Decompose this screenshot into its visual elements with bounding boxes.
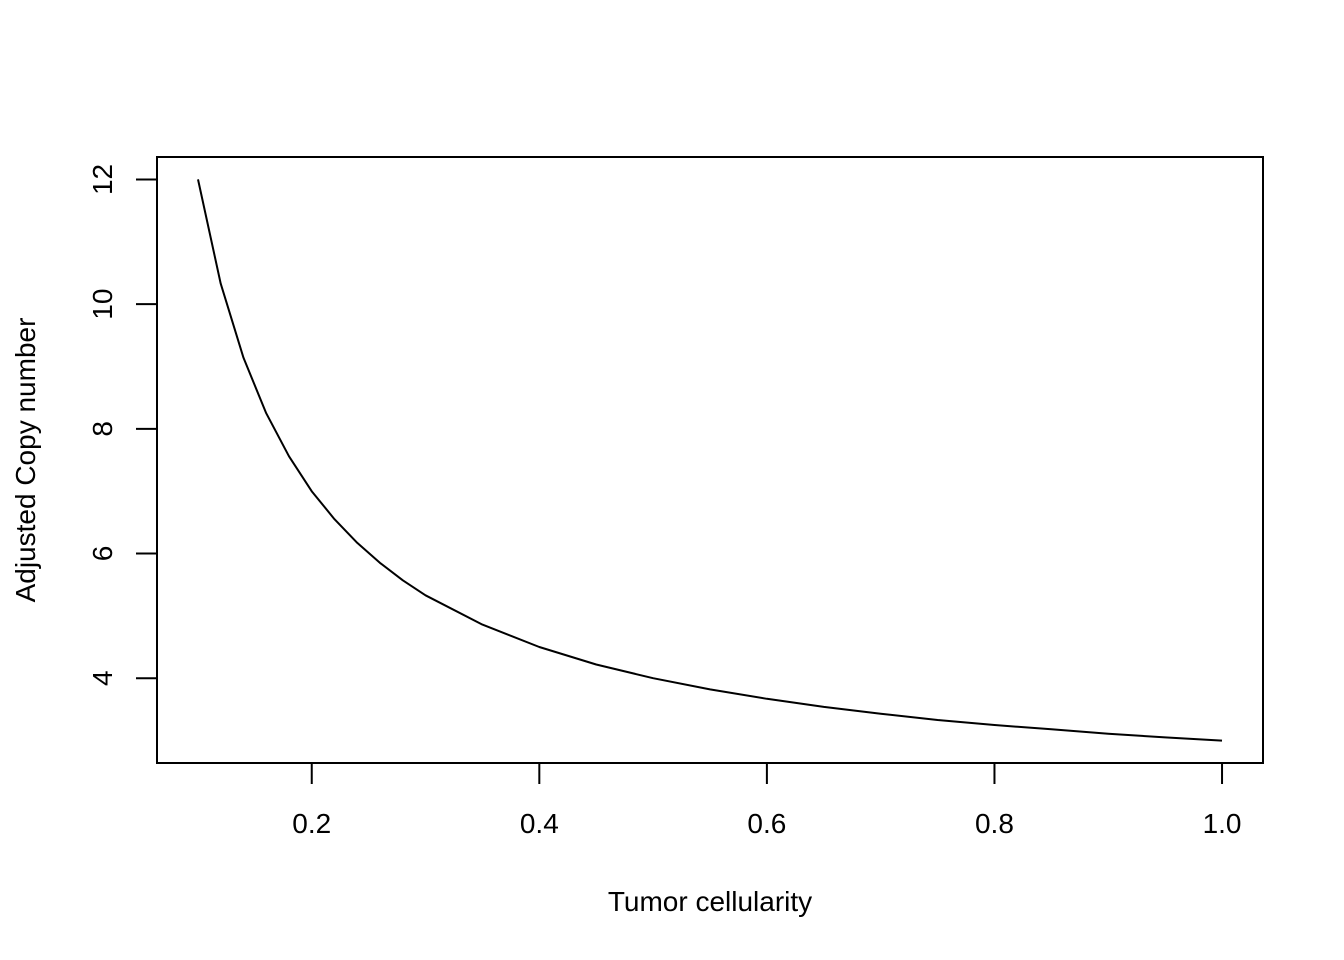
y-axis: 4 6 8 10 12 [87,164,158,686]
y-tick-label: 12 [87,164,118,195]
y-axis-title: Adjusted Copy number [10,318,41,603]
plot-frame [156,156,1264,764]
x-tick-label: 0.2 [292,808,331,839]
y-tick-label: 4 [87,670,118,686]
x-tick-label: 0.4 [520,808,559,839]
x-tick-label: 0.6 [747,808,786,839]
x-tick-label: 0.8 [975,808,1014,839]
y-tick-label: 8 [87,421,118,437]
series-layer [197,179,1223,742]
x-tick-label: 1.0 [1203,808,1242,839]
x-axis-title: Tumor cellularity [608,886,812,917]
y-tick-label: 6 [87,546,118,562]
series-line [197,179,1223,742]
x-axis: 0.2 0.4 0.6 0.8 1.0 [292,762,1242,839]
y-tick-label: 10 [87,289,118,320]
